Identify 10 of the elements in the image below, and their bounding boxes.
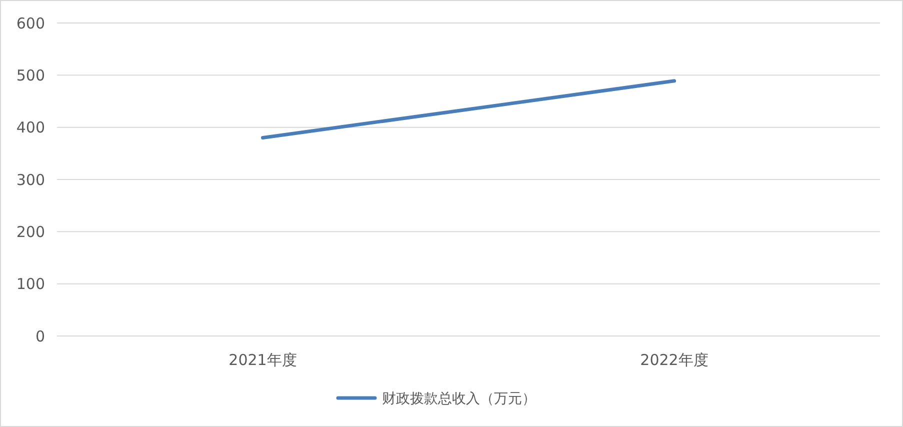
y-tick-label: 600 [16,14,45,32]
y-tick-label: 400 [16,118,45,137]
y-tick-label: 100 [16,275,45,294]
y-tick-label: 300 [16,170,45,189]
y-tick-label: 200 [16,222,45,241]
y-tick-label: 0 [35,327,45,346]
legend-label: 财政拨款总收入（万元） [382,390,536,407]
y-tick-label: 500 [16,66,45,84]
x-tick-label: 2022年度 [640,351,708,369]
x-tick-label: 2021年度 [228,351,297,369]
